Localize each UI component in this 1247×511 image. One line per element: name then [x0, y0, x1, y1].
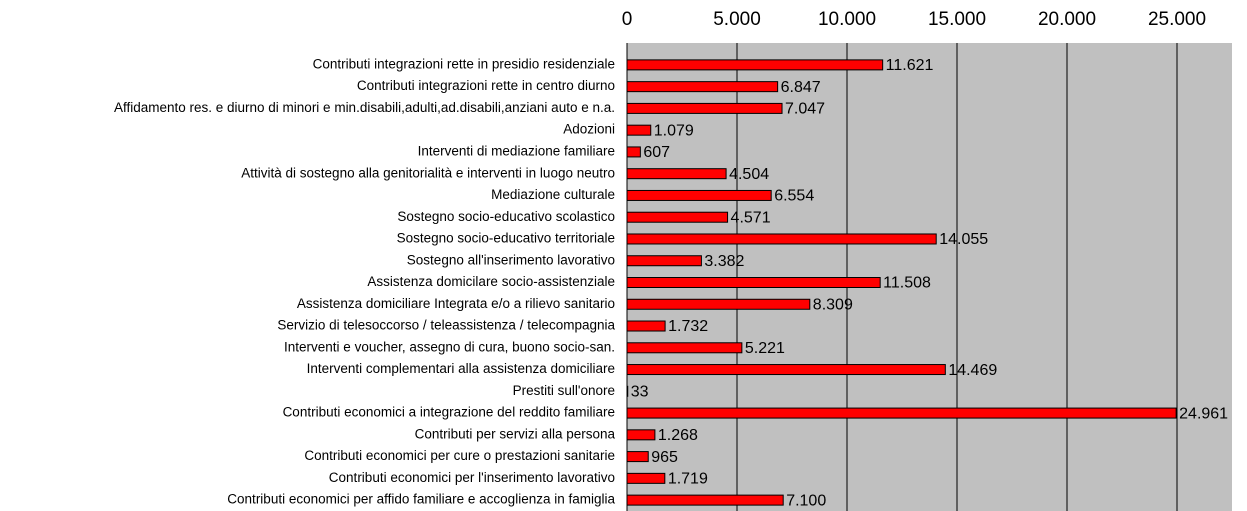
y-tick-label: Servizio di telesoccorso / teleassistenz… — [277, 318, 615, 333]
value-label: 607 — [643, 144, 670, 161]
y-tick-label: Contributi economici a integrazione del … — [283, 405, 615, 420]
bar — [626, 233, 937, 245]
value-label: 1.719 — [668, 471, 708, 488]
x-tick-label: 20.000 — [1038, 9, 1096, 30]
bar — [626, 429, 656, 441]
y-tick-label: Contributi integrazioni rette in presidi… — [313, 56, 615, 71]
value-label: 11.508 — [883, 275, 931, 292]
value-label: 7.100 — [786, 492, 826, 509]
y-tick-label: Sostegno all'inserimento lavorativo — [407, 252, 615, 267]
x-tick-label: 10.000 — [818, 9, 876, 30]
y-tick-label: Interventi e voucher, assegno di cura, b… — [284, 339, 615, 354]
value-label: 24.961 — [1179, 405, 1228, 422]
y-tick-label: Adozioni — [563, 122, 615, 137]
bar — [626, 168, 727, 180]
bar — [626, 81, 779, 93]
bar — [626, 320, 666, 332]
y-tick-label: Contributi economici per affido familiar… — [227, 492, 615, 507]
y-tick-label: Contributi economici per l'inserimento l… — [329, 470, 615, 485]
y-tick-label: Attività di sostegno alla genitorialità … — [241, 165, 615, 180]
x-tick-label: 25.000 — [1148, 9, 1206, 30]
y-tick-label: Interventi complementari alla assistenza… — [307, 361, 615, 376]
bar — [626, 146, 641, 158]
bar — [626, 59, 884, 71]
y-tick-label: Contributi per servizi alla persona — [415, 426, 616, 441]
value-label: 8.309 — [813, 296, 853, 313]
x-tick-label: 5.000 — [713, 9, 761, 30]
value-label: 3.382 — [704, 253, 744, 270]
value-label: 965 — [651, 449, 678, 466]
bar — [626, 124, 652, 136]
bar — [626, 451, 649, 463]
bar — [626, 407, 1177, 419]
bar — [626, 277, 881, 288]
value-label: 6.847 — [781, 79, 821, 96]
bar — [626, 255, 702, 267]
y-tick-label: Mediazione culturale — [491, 187, 615, 202]
y-tick-label: Contributi economici per cure o prestazi… — [304, 448, 615, 463]
value-label: 4.571 — [731, 209, 771, 226]
y-tick-label: Affidamento res. e diurno di minori e mi… — [114, 100, 615, 115]
y-tick-label: Assistenza domiciliare Integrata e/o a r… — [297, 296, 615, 311]
value-label: 1.268 — [658, 427, 698, 444]
y-tick-label: Interventi di mediazione familiare — [418, 143, 615, 158]
bar — [626, 364, 946, 376]
y-tick-label: Sostegno socio-educativo scolastico — [397, 209, 615, 224]
bar — [626, 211, 729, 223]
value-label: 6.554 — [774, 188, 814, 205]
value-label: 14.469 — [948, 362, 997, 379]
value-label: 33 — [631, 384, 649, 401]
y-tick-label: Sostegno socio-educativo territoriale — [397, 231, 615, 246]
y-tick-label: Contributi integrazioni rette in centro … — [357, 78, 615, 93]
value-label: 7.047 — [785, 101, 825, 118]
value-label: 14.055 — [939, 231, 988, 248]
bar — [626, 472, 666, 484]
bar — [626, 385, 629, 397]
value-label: 1.079 — [654, 122, 694, 139]
bar — [626, 298, 811, 310]
y-tick-label: Assistenza domicilare socio-assistenzial… — [367, 274, 615, 289]
bar — [626, 494, 784, 506]
y-tick-label: Prestiti sull'onore — [513, 383, 615, 398]
x-tick-label: 15.000 — [928, 9, 986, 30]
value-label: 1.732 — [668, 318, 708, 335]
value-label: 5.221 — [745, 340, 785, 357]
value-label: 11.621 — [886, 57, 934, 74]
x-tick-label: 0 — [622, 9, 633, 30]
value-label: 4.504 — [729, 166, 769, 183]
bar — [626, 189, 772, 201]
bar — [626, 342, 743, 354]
bar — [626, 102, 783, 114]
